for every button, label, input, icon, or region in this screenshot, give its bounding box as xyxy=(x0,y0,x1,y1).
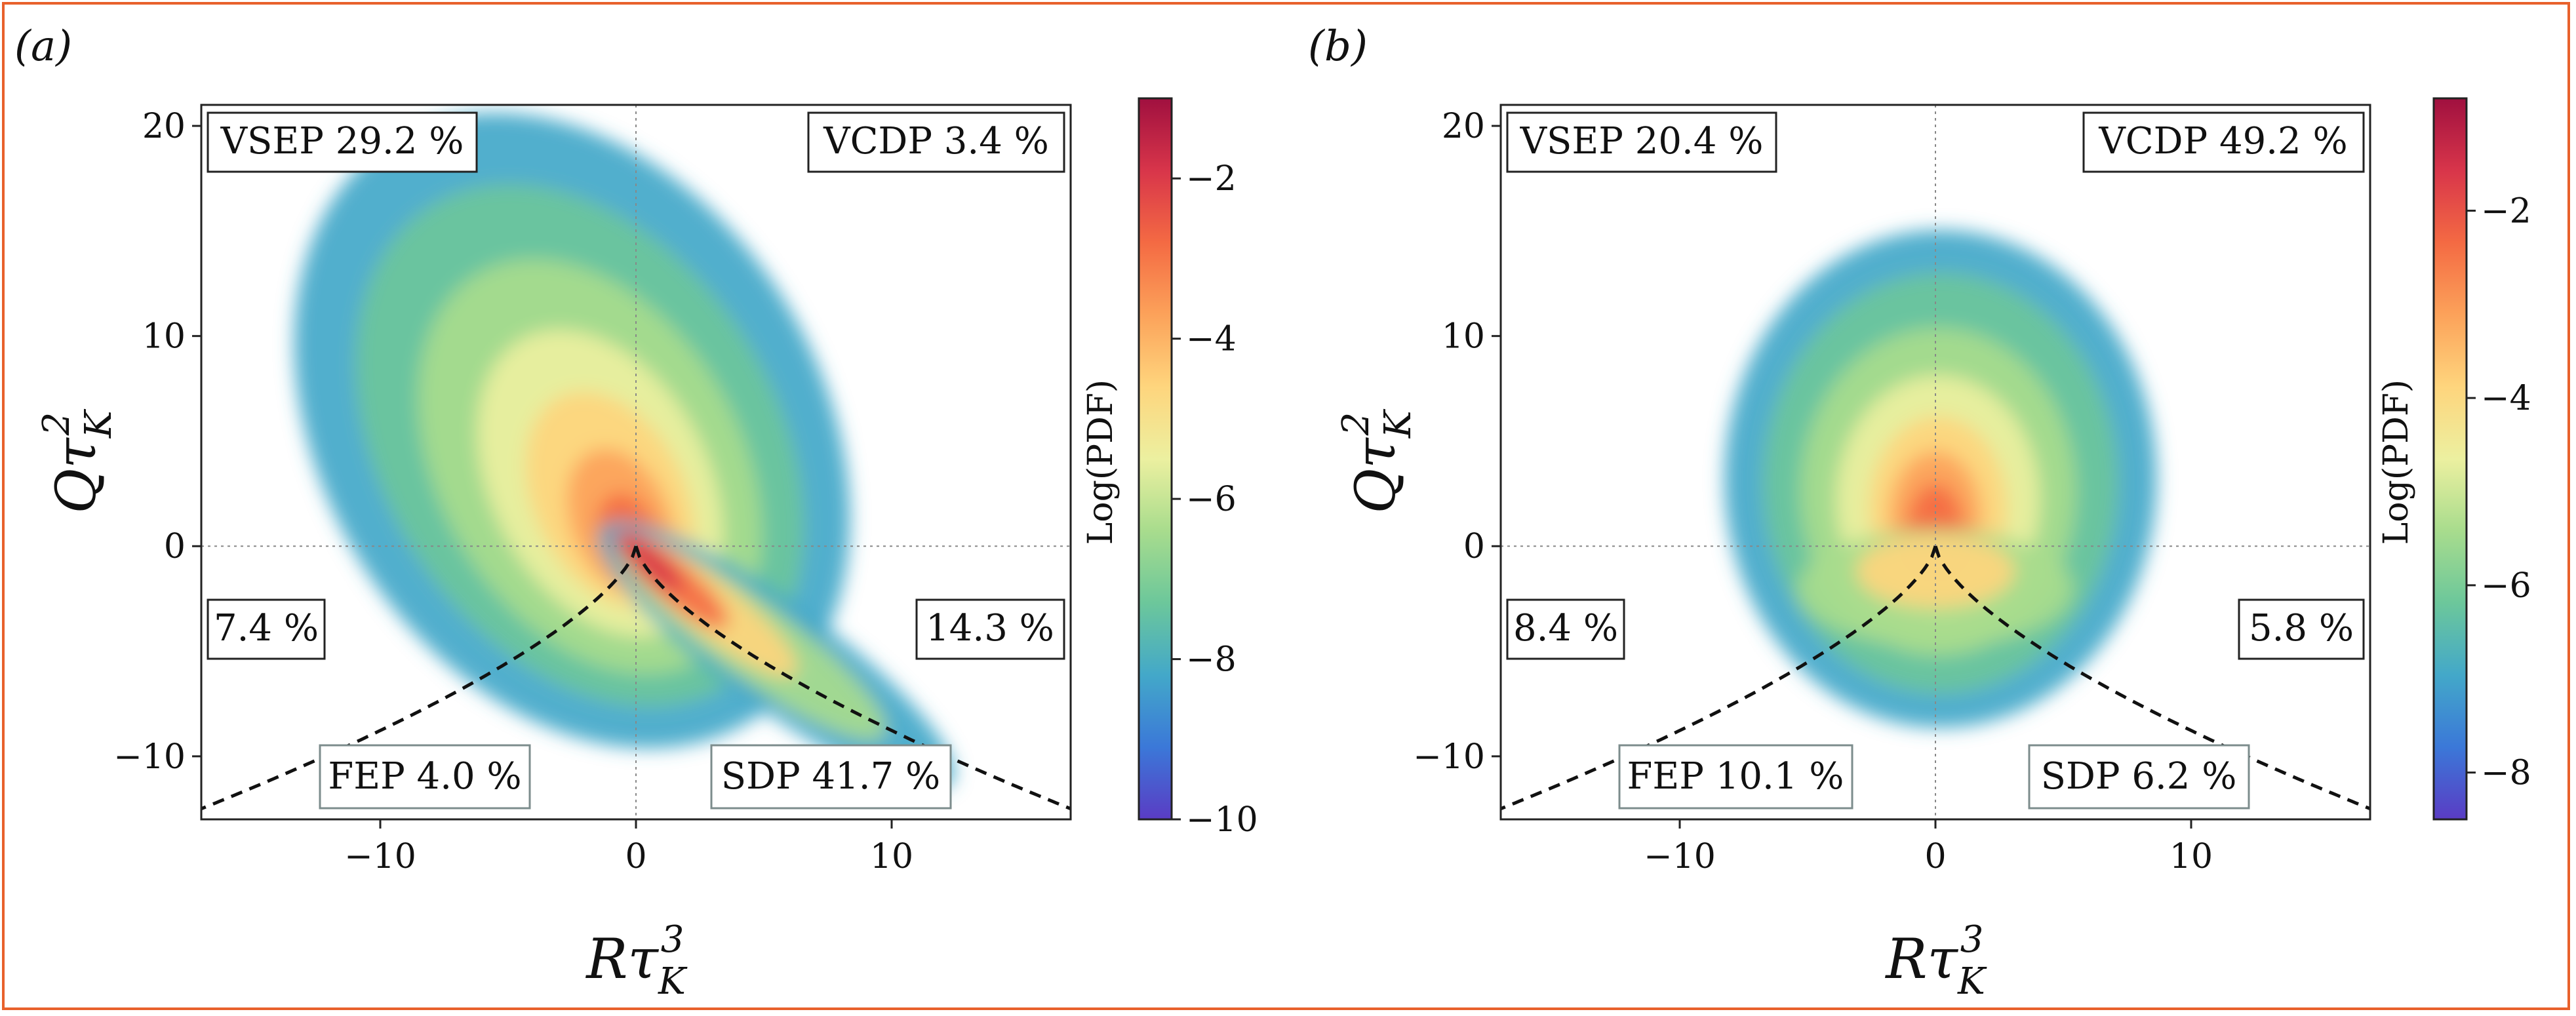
panel-b-left-percent: 8.4 % xyxy=(1513,607,1618,650)
panel-a-ytick-label: 0 xyxy=(164,527,186,566)
panel-a-colorbar-tick-label: −10 xyxy=(1186,800,1258,840)
panel-b-sdp-label: SDP 6.2 % xyxy=(2041,755,2237,798)
panel-b: (b) −10 0 10 −10 0 10 20 VSEP 20.4 % VCDP 49.2… xyxy=(1308,22,2531,1003)
panel-b-colorbar-tick-label: −6 xyxy=(2481,566,2531,606)
panel-a-box-middle-left: 7.4 % xyxy=(207,598,326,660)
panel-b-x-axis-label: RτK3 xyxy=(1884,918,1987,1003)
panel-b-ytick-label: 10 xyxy=(1442,317,1485,357)
panel-b-xtick-label: 0 xyxy=(1924,837,1946,876)
panel-b-label: (b) xyxy=(1308,22,1368,71)
panel-b-y-axis-label: QτK2 xyxy=(1335,408,1419,513)
panel-b-colorbar-tick-label: −8 xyxy=(2481,754,2531,793)
panel-a-colorbar-label: Log(PDF) xyxy=(1081,380,1120,545)
panel-a-box-bottom-right: SDP 41.7 % xyxy=(710,744,952,810)
panel-a-ytick-label: 10 xyxy=(142,317,186,357)
panel-b-colorbar-tick-label: −2 xyxy=(2481,191,2531,231)
panel-b-density-map xyxy=(1724,229,2157,728)
panel-a-fep-label: FEP 4.0 % xyxy=(328,755,521,798)
panel-b-box-bottom-right: SDP 6.2 % xyxy=(2028,744,2250,810)
panel-b-right-percent: 5.8 % xyxy=(2249,607,2354,650)
panel-a-box-top-left: VSEP 29.2 % xyxy=(207,111,478,173)
panel-a-right-percent: 14.3 % xyxy=(926,607,1054,650)
panel-a-left-percent: 7.4 % xyxy=(214,607,319,650)
panel-b-fep-label: FEP 10.1 % xyxy=(1627,755,1844,798)
panel-a-colorbar-tick-label: −8 xyxy=(1186,640,1237,680)
panel-a: (a) −10 0 10 −10 0 10 20 VSEP 29.2 % VCDP 3.4 … xyxy=(14,22,1258,1003)
panel-b-colorbar-label: Log(PDF) xyxy=(2377,380,2416,545)
panel-b-ytick-label: 20 xyxy=(1442,107,1485,146)
panel-a-vsep-label: VSEP 29.2 % xyxy=(220,120,464,163)
panel-a-colorbar: −2 −4 −6 −8 −10 xyxy=(1138,97,1258,840)
panel-a-ytick-label: 20 xyxy=(142,107,186,146)
panel-a-curve-left xyxy=(201,545,638,811)
panel-b-box-middle-right: 5.8 % xyxy=(2238,598,2365,660)
panel-a-box-top-right: VCDP 3.4 % xyxy=(807,111,1065,173)
panel-a-box-bottom-left: FEP 4.0 % xyxy=(319,744,531,810)
panel-b-box-top-left: VSEP 20.4 % xyxy=(1506,111,1777,173)
panel-a-discriminant-curve xyxy=(201,545,1071,811)
panel-a-xtick-label: 0 xyxy=(625,837,646,876)
panel-b-vsep-label: VSEP 20.4 % xyxy=(1520,120,1764,163)
panel-a-colorbar-tick-label: −6 xyxy=(1186,480,1237,519)
panel-a-sdp-label: SDP 41.7 % xyxy=(721,755,940,798)
panel-b-curve-left xyxy=(1500,545,1937,811)
panel-b-vcdp-label: VCDP 49.2 % xyxy=(2098,120,2347,163)
panel-b-curve-right xyxy=(1933,545,2371,811)
panel-b-ytick-label: 0 xyxy=(1463,527,1485,566)
panel-b-discriminant-curve xyxy=(1500,545,2371,811)
panel-a-ytick-label: −10 xyxy=(113,737,186,777)
panel-b-colorbar-tick-label: −4 xyxy=(2481,379,2531,418)
panel-a-density-map xyxy=(294,113,955,790)
panel-b-box-top-right: VCDP 49.2 % xyxy=(2082,111,2365,173)
panel-a-label: (a) xyxy=(14,22,72,71)
panel-a-colorbar-tick-label: −2 xyxy=(1186,159,1237,199)
panel-a-axis-ticks: −10 0 10 −10 0 10 20 xyxy=(113,107,913,876)
panel-b-box-middle-left: 8.4 % xyxy=(1506,598,1625,660)
panel-b-axis-ticks: −10 0 10 −10 0 10 20 xyxy=(1413,107,2213,876)
panel-b-ytick-label: −10 xyxy=(1413,737,1485,777)
panel-b-box-bottom-left: FEP 10.1 % xyxy=(1618,744,1853,810)
panel-a-y-axis-label: QτK2 xyxy=(35,408,120,513)
panel-a-vcdp-label: VCDP 3.4 % xyxy=(823,120,1049,163)
panel-b-xtick-label: 10 xyxy=(2170,837,2213,876)
panel-a-xtick-label: −10 xyxy=(344,837,416,876)
panel-a-colorbar-tick-label: −4 xyxy=(1186,320,1237,359)
panel-a-xtick-label: 10 xyxy=(870,837,913,876)
panel-a-x-axis-label: RτK3 xyxy=(585,918,688,1003)
panel-b-colorbar: −2 −4 −6 −8 xyxy=(2432,97,2531,821)
panel-a-box-middle-right: 14.3 % xyxy=(915,598,1065,660)
panel-b-xtick-label: −10 xyxy=(1644,837,1716,876)
panel-a-curve-right xyxy=(634,545,1071,811)
